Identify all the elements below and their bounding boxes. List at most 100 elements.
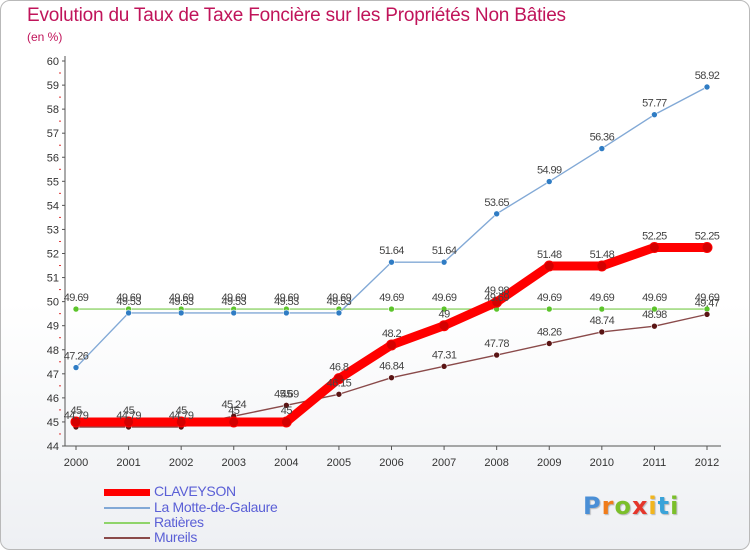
y-tick-label: 59 [47,80,59,92]
data-point-mureils [545,340,553,347]
logo-letter: r [601,492,615,520]
logo-letter: i [648,492,658,520]
logo-letter: t [657,492,671,520]
data-label-mureils: 47.78 [484,338,509,350]
data-point-claveyson [70,416,82,428]
y-tick-label: 45 [47,417,59,429]
legend-swatch-claveyson [104,489,150,496]
data-point-mureils [598,328,606,336]
y-tick-label: 57 [47,128,59,140]
y-tick-label: 47 [47,369,59,381]
data-label-la-motte-de-galaure: 47.26 [64,351,89,363]
data-point-claveyson [491,296,503,308]
data-label-la-motte-de-galaure: 54.99 [537,165,562,177]
data-point-la-motte-de-galaure [335,309,343,317]
y-tick-label: 53 [47,224,59,236]
data-label-claveyson: 45 [70,405,82,417]
legend-label-claveyson: CLAVEYSON [154,483,236,499]
legend-label-mureils: Mureils [154,529,198,545]
data-point-rati-res [440,305,448,313]
data-label-la-motte-de-galaure: 49.53 [274,296,299,308]
legend-item-mureils: Mureils [104,529,404,546]
data-point-claveyson [280,416,292,428]
data-point-la-motte-de-galaure [598,145,606,152]
chart-title: Evolution du Taux de Taxe Foncière sur l… [27,5,566,26]
data-label-claveyson: 49.98 [484,285,509,297]
legend-label-la-motte-de-galaure: La Motte-de-Galaure [154,499,278,515]
y-tick-label: 51 [47,273,59,285]
data-point-mureils [493,351,500,359]
data-point-claveyson [543,260,555,272]
y-tick-label: 48 [47,345,59,357]
legend-item-ratieres: Ratières [104,514,404,531]
x-tick-label: 2008 [484,457,508,469]
data-point-claveyson [333,373,345,385]
data-label-claveyson: 45 [176,405,188,417]
y-tick-label: 44 [47,441,59,453]
logo-letter: i [670,492,680,520]
data-label-mureils: 44.79 [169,410,194,422]
data-point-rati-res [388,305,395,313]
x-tick-label: 2005 [327,457,351,469]
y-tick-label: 54 [47,200,59,212]
legend-item-claveyson: CLAVEYSON [104,483,404,500]
logo-letter: x [631,492,649,520]
data-point-mureils [703,311,711,318]
data-label-claveyson: 51.48 [537,249,562,261]
y-tick-label: 60 [47,56,59,68]
x-tick-label: 2002 [169,457,193,469]
data-label-rati-res: 49.69 [484,292,509,304]
data-label-claveyson: 45 [228,405,240,417]
x-tick-label: 2011 [643,457,667,469]
data-point-claveyson [648,241,660,253]
data-point-rati-res [72,305,80,313]
data-label-la-motte-de-galaure: 49.53 [327,296,352,308]
data-label-rati-res: 49.69 [221,292,246,304]
data-label-mureils: 45.24 [221,399,246,411]
data-point-rati-res [545,305,553,313]
y-tick-label: 56 [47,152,59,164]
x-tick-label: 2004 [274,457,298,469]
data-label-mureils: 47.31 [432,349,457,361]
data-label-rati-res: 49.69 [537,292,562,304]
data-point-claveyson [123,416,135,428]
y-tick-label: 49 [47,321,59,333]
data-point-mureils [283,402,290,409]
data-label-rati-res: 49.69 [432,292,457,304]
data-label-rati-res: 49.69 [274,292,299,304]
legend-swatch-mureils [104,537,150,539]
x-tick-label: 2009 [537,457,561,469]
proxiti-logo: Proxiti [583,492,679,520]
x-tick-label: 2001 [116,457,140,469]
data-point-la-motte-de-galaure [230,309,238,317]
data-point-la-motte-de-galaure [72,364,80,371]
data-point-mureils [651,322,658,330]
y-tick-label: 55 [47,176,59,188]
x-tick-label: 2006 [379,457,403,469]
logo-letter: o [614,492,632,520]
data-label-claveyson: 48.2 [382,328,401,340]
data-point-mureils [388,374,395,381]
data-label-la-motte-de-galaure: 57.77 [642,98,667,110]
data-label-claveyson: 45 [281,405,293,417]
data-label-claveyson: 45 [123,405,135,417]
data-label-la-motte-de-galaure: 51.64 [379,245,404,257]
legend-label-ratieres: Ratières [154,514,204,530]
data-label-rati-res: 49.69 [116,292,141,304]
data-point-la-motte-de-galaure [651,111,658,118]
legend-item-la-motte-de-galaure: La Motte-de-Galaure [104,499,404,516]
x-tick-label: 2007 [432,457,456,469]
x-tick-label: 2010 [590,457,614,469]
data-label-rati-res: 49.69 [590,292,615,304]
data-point-la-motte-de-galaure [703,83,711,91]
data-point-la-motte-de-galaure [125,309,132,317]
logo-letter: P [583,492,602,520]
data-label-claveyson: 49 [439,309,451,321]
data-label-la-motte-de-galaure: 49.53 [116,296,141,308]
data-label-mureils: 46.84 [379,361,404,373]
data-label-mureils: 44.79 [64,410,89,422]
data-point-la-motte-de-galaure [440,258,448,266]
data-label-claveyson: 51.48 [590,249,615,261]
